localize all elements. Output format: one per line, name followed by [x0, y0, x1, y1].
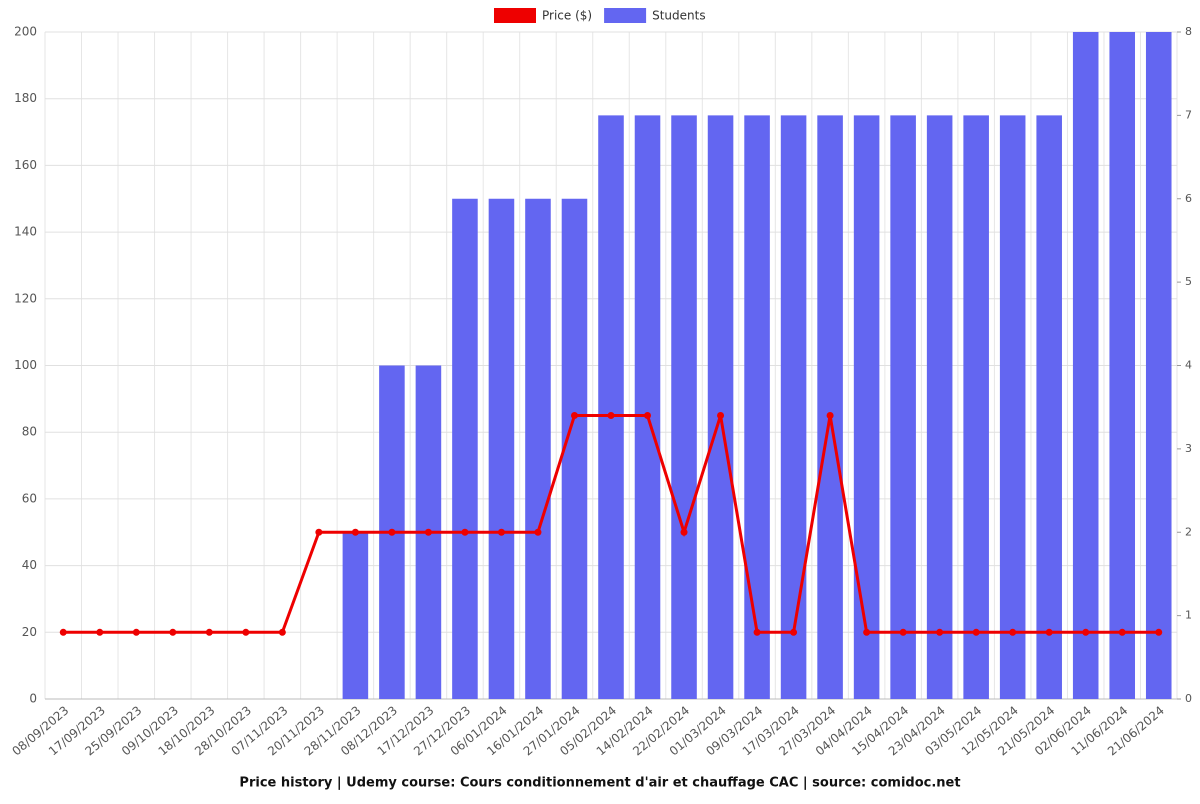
price-point — [1045, 628, 1053, 636]
y-tick-label: 0 — [29, 692, 37, 706]
price-point — [717, 412, 725, 420]
y-tick-label: 20 — [22, 625, 37, 639]
price-point — [1118, 628, 1126, 636]
price-point — [461, 528, 469, 536]
y-tick-label: 60 — [22, 491, 37, 505]
y2-tick-label: 6 — [1185, 192, 1192, 205]
bar — [561, 198, 588, 699]
bar — [963, 115, 989, 699]
price-point — [242, 628, 250, 636]
price-point — [790, 628, 798, 636]
price-point — [315, 528, 323, 536]
bar — [890, 115, 916, 699]
y2-tick-label: 8 — [1185, 25, 1192, 38]
bar — [744, 115, 770, 699]
legend-label: Students — [652, 9, 706, 23]
bar — [1036, 115, 1062, 699]
y2-tick-label: 7 — [1185, 108, 1192, 121]
price-point — [205, 628, 213, 636]
y-tick-label: 140 — [14, 225, 37, 239]
price-point — [570, 412, 578, 420]
y-tick-label: 120 — [14, 291, 37, 305]
price-point — [497, 528, 505, 536]
price-point — [351, 528, 359, 536]
bar — [452, 198, 478, 699]
price-point — [169, 628, 177, 636]
bar — [671, 115, 697, 699]
price-point — [607, 412, 615, 420]
price-point — [826, 412, 834, 420]
bar — [1145, 32, 1172, 699]
price-point — [278, 628, 286, 636]
bar — [598, 115, 624, 699]
bar — [780, 115, 807, 699]
price-point — [936, 628, 944, 636]
chart-title: Price history | Udemy course: Cours cond… — [239, 776, 960, 791]
price-point — [680, 528, 688, 536]
y2-tick-label: 2 — [1185, 525, 1192, 538]
y2-tick-label: 5 — [1185, 275, 1192, 288]
y-tick-label: 40 — [22, 558, 37, 572]
price-point — [59, 628, 67, 636]
price-point — [534, 528, 542, 536]
y-tick-label: 80 — [22, 425, 37, 439]
price-point — [132, 628, 140, 636]
price-point — [1082, 628, 1090, 636]
price-point — [1009, 628, 1017, 636]
y-tick-label: 180 — [14, 91, 37, 105]
price-point — [388, 528, 396, 536]
price-point — [972, 628, 980, 636]
price-point — [1155, 628, 1163, 636]
legend-swatch — [494, 8, 536, 23]
price-point — [644, 412, 652, 420]
bar — [817, 115, 843, 699]
y2-tick-label: 3 — [1185, 442, 1192, 455]
bar — [488, 198, 515, 699]
y-tick-label: 100 — [14, 358, 37, 372]
bar — [999, 115, 1026, 699]
price-point — [96, 628, 104, 636]
bar — [707, 115, 734, 699]
legend-swatch — [604, 8, 647, 23]
bar — [1072, 32, 1099, 699]
price-point — [424, 528, 432, 536]
y2-tick-label: 1 — [1185, 609, 1192, 622]
price-point — [863, 628, 871, 636]
y2-tick-label: 0 — [1185, 692, 1192, 705]
price-point — [899, 628, 907, 636]
bar — [926, 115, 953, 699]
bar — [525, 198, 551, 699]
bar — [1109, 32, 1136, 699]
bar — [342, 532, 369, 699]
price-point — [753, 628, 761, 636]
legend-label: Price ($) — [542, 9, 592, 23]
bar — [634, 115, 661, 699]
y-tick-label: 200 — [14, 25, 37, 39]
y-tick-label: 160 — [14, 158, 37, 172]
bar — [853, 115, 880, 699]
y2-tick-label: 4 — [1185, 359, 1192, 372]
